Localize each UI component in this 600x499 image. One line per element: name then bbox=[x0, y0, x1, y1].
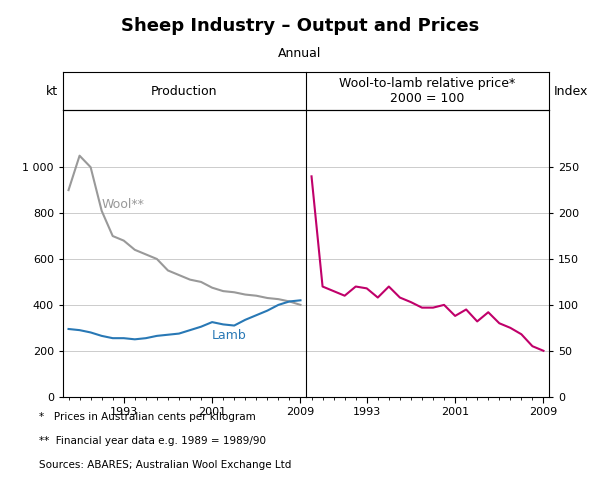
Text: Lamb: Lamb bbox=[212, 329, 247, 342]
Text: kt: kt bbox=[46, 84, 58, 98]
Text: Sheep Industry – Output and Prices: Sheep Industry – Output and Prices bbox=[121, 17, 479, 35]
Text: Sources: ABARES; Australian Wool Exchange Ltd: Sources: ABARES; Australian Wool Exchang… bbox=[39, 460, 292, 470]
Text: Production: Production bbox=[151, 84, 218, 98]
Text: Wool-to-lamb relative price*
2000 = 100: Wool-to-lamb relative price* 2000 = 100 bbox=[340, 77, 515, 105]
Text: **  Financial year data e.g. 1989 = 1989/90: ** Financial year data e.g. 1989 = 1989/… bbox=[39, 436, 266, 446]
Text: *   Prices in Australian cents per kilogram: * Prices in Australian cents per kilogra… bbox=[39, 412, 256, 422]
Text: Annual: Annual bbox=[278, 47, 322, 60]
Text: Index: Index bbox=[554, 84, 588, 98]
Text: Wool**: Wool** bbox=[101, 199, 145, 212]
